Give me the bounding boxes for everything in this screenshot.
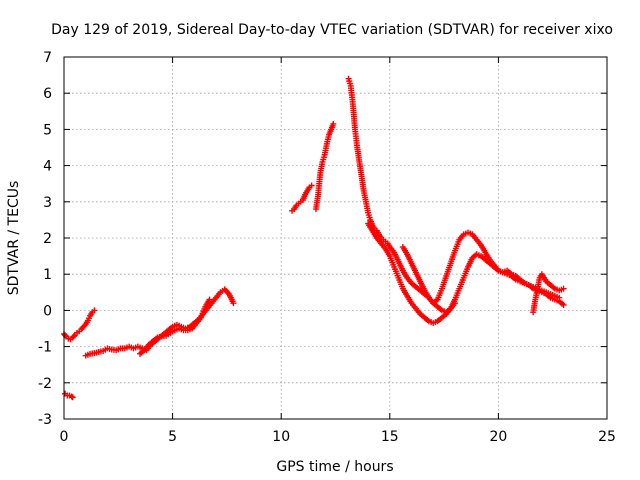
x-tick-label: 0 [60, 429, 69, 445]
y-axis-label: SDTVAR / TECUs [6, 181, 22, 296]
x-tick-label: 20 [489, 429, 507, 445]
y-tick-label: 0 [43, 303, 52, 319]
x-tick-label: 10 [272, 429, 290, 445]
y-tick-label: 6 [43, 86, 52, 102]
data-point [560, 285, 567, 292]
series-sat-d [137, 296, 213, 357]
x-tick-label: 15 [381, 429, 399, 445]
y-tick-label: 1 [43, 267, 52, 283]
data-point [91, 307, 98, 314]
x-tick-label: 25 [598, 429, 616, 445]
data-point [62, 332, 69, 339]
series-sat-f [312, 120, 337, 213]
tick-labels: 0 5 10 15 20 25 -3 -2 -1 0 1 2 3 4 5 6 7 [38, 50, 616, 445]
x-axis-label: GPS time / hours [276, 459, 393, 475]
data-point [68, 393, 75, 400]
series-sat-h [365, 220, 458, 327]
data-point [230, 300, 237, 307]
y-tick-label: 5 [43, 122, 52, 138]
series-sat-j [530, 271, 567, 316]
data-point [69, 394, 76, 401]
plot-frame [63, 56, 608, 420]
data-points [61, 75, 567, 401]
y-tick-label: -1 [38, 340, 52, 356]
x-tick-label: 5 [168, 429, 177, 445]
data-point [330, 120, 337, 127]
chart-title: Day 129 of 2019, Sidereal Day-to-day VTE… [51, 22, 613, 38]
series-sat-i [399, 229, 567, 308]
y-tick-label: -3 [38, 412, 52, 428]
series-sat-e [289, 182, 315, 214]
y-tick-label: 4 [43, 159, 52, 175]
series-sat-b [62, 390, 76, 401]
y-tick-label: 7 [43, 50, 52, 66]
data-point [451, 300, 458, 307]
data-point [206, 296, 213, 303]
data-point [308, 182, 315, 189]
data-point [560, 301, 567, 308]
y-tick-label: 3 [43, 195, 52, 211]
data-point [81, 322, 88, 329]
grid [64, 57, 607, 419]
y-tick-label: 2 [43, 231, 52, 247]
data-point [70, 333, 77, 340]
y-tick-label: -2 [38, 376, 52, 392]
